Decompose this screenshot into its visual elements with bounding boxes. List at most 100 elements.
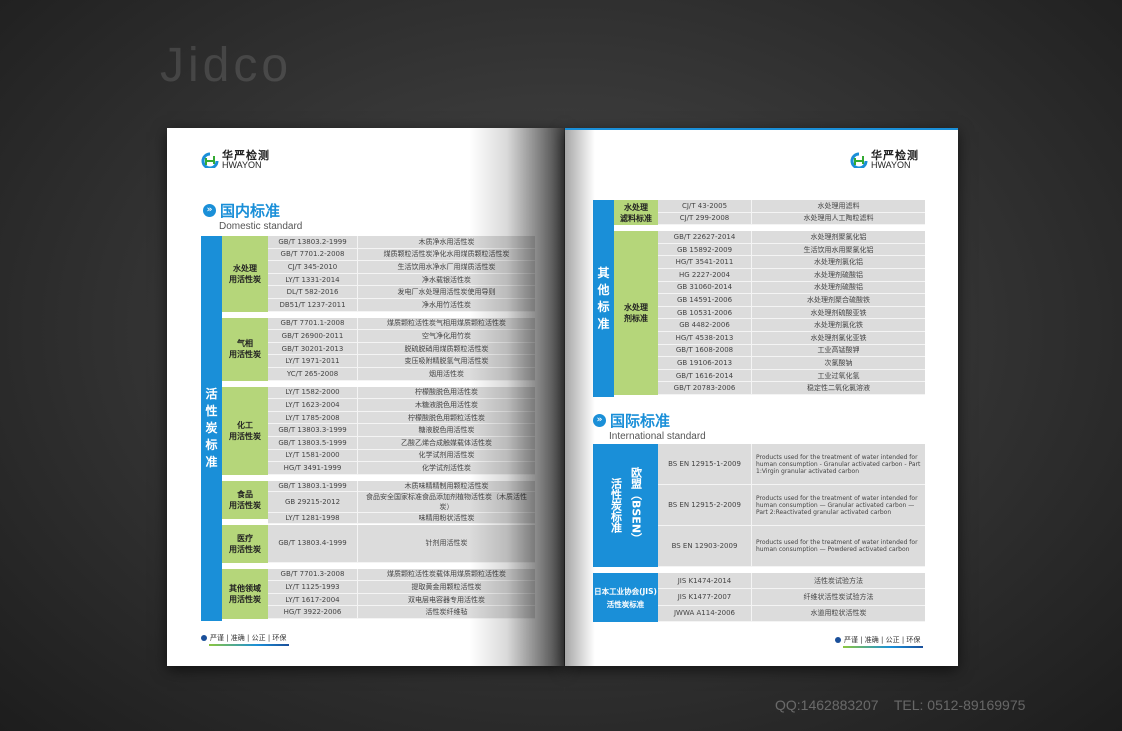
standard-code: CJ/T 43-2005 xyxy=(658,200,752,212)
logo-mark-icon xyxy=(850,152,868,170)
group-label: 医疗 用活性炭 xyxy=(222,524,268,563)
standard-description: 煤质颗粒活性炭气相用煤质颗粒活性炭 xyxy=(387,319,506,328)
group-rows: GB/T 7701.1-2008 煤质颗粒活性炭气相用煤质颗粒活性炭 GB/T 26… xyxy=(268,317,535,381)
standard-description: 木质净水用活性炭 xyxy=(418,237,475,246)
standard-description: 纤维状活性炭试验方法 xyxy=(803,592,874,601)
standard-code: LY/T 1125-1993 xyxy=(268,581,358,593)
category-label: 活性炭标准 xyxy=(201,236,222,621)
standard-code: HG/T 4538-2013 xyxy=(658,331,752,344)
group-label: 化工 用活性炭 xyxy=(222,386,268,475)
bullet-icon xyxy=(201,635,207,641)
standard-code: GB/T 20783-2006 xyxy=(658,382,752,394)
table-row: LY/T 1581-2000 化学试剂用活性炭 xyxy=(268,449,535,463)
section-title: 国内标准 xyxy=(220,202,281,220)
standard-description: 糖液脱色用活性炭 xyxy=(418,426,475,435)
table-row: GB/T 13803.3-1999 糖液脱色用活性炭 xyxy=(268,424,535,437)
table-row: BS EN 12915-2-2009 Products used for the … xyxy=(658,485,925,526)
standard-code: LY/T 1785-2008 xyxy=(268,411,358,424)
table-row: GB 4482-2006 水处理剂氯化铁 xyxy=(658,319,925,332)
standard-description: 空气净化用竹炭 xyxy=(422,331,471,340)
group-rows: GB/T 7701.3-2008 煤质颗粒活性炭载体用煤质颗粒活性炭 LY/T 11… xyxy=(268,568,535,619)
domestic-section-heading: » 国内标准 Domestic standard xyxy=(203,200,302,232)
standard-code: GB/T 7701.2-2008 xyxy=(268,248,358,261)
standard-code: GB/T 1616-2014 xyxy=(658,369,752,382)
logo: 华严检测 HWAYON xyxy=(850,150,919,170)
table-row: CJ/T 299-2008 水处理用人工陶粒滤料 xyxy=(658,212,925,226)
standard-description: 煤质颗粒活性炭载体用煤质颗粒活性炭 xyxy=(387,570,506,579)
group-label: 水处理 用活性炭 xyxy=(222,236,268,312)
standard-code: LY/T 1582-2000 xyxy=(268,386,358,399)
standard-code: GB 29215-2012 xyxy=(268,491,358,512)
table-row: LY/T 1971-2011 变压吸附精脱氢气用活性炭 xyxy=(268,355,535,368)
footer-slogan: 严谨 | 准确 | 公正 | 环保 xyxy=(835,635,923,648)
standard-description: 变压吸附精脱氢气用活性炭 xyxy=(404,357,489,366)
standard-code: GB/T 22627-2014 xyxy=(658,231,752,243)
standard-code: LY/T 1617-2004 xyxy=(268,593,358,606)
table-row: HG/T 3922-2006 活性炭纤维毡 xyxy=(268,606,535,619)
watermark-contact: QQ:1462883207 TEL: 0512-89169975 xyxy=(775,697,1026,713)
table-row: GB/T 30201-2013 脱硫脱硝用煤质颗粒活性炭 xyxy=(268,342,535,356)
standard-group: 气相 用活性炭 GB/T 7701.1-2008 煤质颗粒活性炭气相用煤质颗粒活性炭… xyxy=(222,317,535,381)
standard-code: GB 31060-2014 xyxy=(658,281,752,294)
standard-code: GB/T 13803.5-1999 xyxy=(268,436,358,449)
bsen-table: 活性炭标准 欧盟（BSEN） BS EN 12915-1-2009 Product… xyxy=(593,444,925,567)
group-rows: GB/T 13803.2-1999 木质净水用活性炭 GB/T 7701.2-200… xyxy=(268,236,535,312)
standard-description: 水处理剂氯化铝 xyxy=(814,258,863,267)
domestic-standards-table: 水处理 用活性炭 GB/T 13803.2-1999 木质净水用活性炭 GB/T 77… xyxy=(222,236,535,625)
standard-code: GB 14591-2006 xyxy=(658,294,752,306)
standard-description: 提取黄金用颗粒活性炭 xyxy=(411,582,482,591)
standard-code: HG/T 3491-1999 xyxy=(268,462,358,474)
table-row: GB/T 7701.1-2008 煤质颗粒活性炭气相用煤质颗粒活性炭 xyxy=(268,317,535,331)
standard-code: GB/T 13803.3-1999 xyxy=(268,424,358,436)
standard-code: DB51/T 1237-2011 xyxy=(268,298,358,311)
standard-code: DL/T 582-2016 xyxy=(268,286,358,298)
standard-description: 净水载银活性炭 xyxy=(422,275,471,284)
standard-description: 生活饮用水净水厂用煤质活性炭 xyxy=(397,262,496,271)
group-rows: GB/T 13803.4-1999 针剂用活性炭 xyxy=(268,524,535,563)
table-row: GB/T 1616-2014 工业过氧化氢 xyxy=(658,369,925,383)
standard-description: 水处理剂硫酸亚铁 xyxy=(810,308,867,317)
international-section-heading: » 国际标准 International standard xyxy=(593,410,706,442)
standard-description: 发电厂水处理用活性炭使用导则 xyxy=(397,288,496,297)
table-row: LY/T 1582-2000 柠檬酸脱色用活性炭 xyxy=(268,386,535,400)
standard-code: GB/T 30201-2013 xyxy=(268,342,358,355)
table-row: GB 14591-2006 水处理剂聚合硫酸铁 xyxy=(658,294,925,307)
standard-description: 乙酸乙烯合成触媒载体活性炭 xyxy=(401,438,492,447)
standard-description: 化学试剂用活性炭 xyxy=(418,451,475,460)
standard-code: GB 10531-2006 xyxy=(658,306,752,319)
standard-code: GB 4482-2006 xyxy=(658,319,752,331)
category-label: 其他标准 xyxy=(593,200,614,397)
standard-group: 化工 用活性炭 LY/T 1582-2000 柠檬酸脱色用活性炭 LY/T 1623-… xyxy=(222,386,535,475)
group-label: 水处理 剂标准 xyxy=(614,231,658,395)
standard-description: 工业高锰酸钾 xyxy=(817,346,860,355)
standard-code: BS EN 12915-1-2009 xyxy=(658,444,752,484)
standard-description: 柠檬酸脱色用活性炭 xyxy=(415,388,478,397)
logo-cn: 华严检测 xyxy=(871,149,919,162)
table-row: LY/T 1281-1998 味精用粉状活性炭 xyxy=(268,512,535,524)
standard-group: 水处理 剂标准 GB/T 22627-2014 水处理剂聚氯化铝 GB 15892-2… xyxy=(614,231,925,395)
standard-description: 食品安全国家标准食品添加剂植物活性炭（木质活性炭） xyxy=(366,492,527,511)
table-row: GB/T 13803.5-1999 乙酸乙烯合成触媒载体活性炭 xyxy=(268,436,535,450)
logo-en: HWAYON xyxy=(871,160,911,170)
standard-description: 针剂用活性炭 xyxy=(425,539,468,548)
standard-description: 活性炭纤维毡 xyxy=(425,608,468,617)
table-row: GB 15892-2009 生活饮用水用聚氯化铝 xyxy=(658,243,925,257)
standard-description: 水道用粒状活性炭 xyxy=(810,609,867,618)
table-row: DL/T 582-2016 发电厂水处理用活性炭使用导则 xyxy=(268,286,535,299)
standard-description: 次氯酸钠 xyxy=(824,358,853,367)
standard-code: GB/T 1608-2008 xyxy=(658,344,752,357)
table-row: CJ/T 345-2010 生活饮用水净水厂用煤质活性炭 xyxy=(268,261,535,274)
group-rows: CJ/T 43-2005 水处理用滤料 CJ/T 299-2008 水处理用人工陶粒滤… xyxy=(658,200,925,226)
table-row: LY/T 1785-2008 柠檬酸脱色用颗粒活性炭 xyxy=(268,411,535,425)
jis-table: 日本工业协会(JIS) 活性炭标准 JIS K1474-2014 活性炭试验方法 J… xyxy=(593,573,925,622)
footer-slogan: 严谨 | 准确 | 公正 | 环保 xyxy=(201,633,289,646)
table-row: GB/T 1608-2008 工业高锰酸钾 xyxy=(658,344,925,358)
table-row: LY/T 1623-2004 木糖液脱色用活性炭 xyxy=(268,399,535,412)
bullet-icon xyxy=(835,637,841,643)
standard-description: 柠檬酸脱色用颗粒活性炭 xyxy=(408,413,485,422)
table-row: GB 29215-2012 食品安全国家标准食品添加剂植物活性炭（木质活性炭） xyxy=(268,491,535,513)
table-row: GB/T 7701.3-2008 煤质颗粒活性炭载体用煤质颗粒活性炭 xyxy=(268,568,535,582)
table-row: JIS K1474-2014 活性炭试验方法 xyxy=(658,573,925,590)
standard-description: 水处理剂氯化亚铁 xyxy=(810,333,867,342)
standard-description: 工业过氧化氢 xyxy=(817,371,860,380)
